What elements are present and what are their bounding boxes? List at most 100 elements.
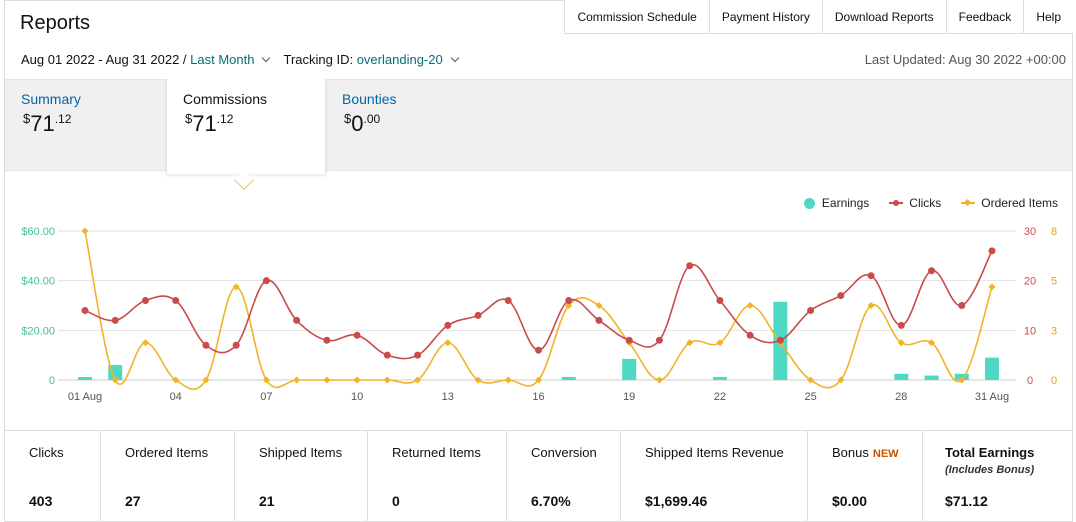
clicks-point: [414, 351, 422, 359]
clicks-point: [172, 297, 180, 305]
stat-returned-items: Returned Items 0: [368, 431, 507, 522]
ordered-items-point: [595, 301, 603, 310]
clicks-point: [474, 311, 482, 319]
y-axis-tick-label: $60.00: [21, 226, 55, 238]
chevron-down-icon[interactable]: [262, 53, 271, 63]
earnings-bar: [894, 373, 909, 380]
clicks-point: [686, 262, 694, 270]
ordered-items-point: [837, 376, 845, 384]
clicks-axis-tick-label: 20: [1024, 276, 1036, 288]
clicks-axis-tick-label: 0: [1027, 375, 1033, 387]
ordered-items-line-icon: [961, 198, 976, 208]
x-axis-tick-label: 01 Aug: [68, 391, 102, 403]
ordered-items-point: [807, 376, 815, 384]
ordered-items-point: [232, 283, 240, 291]
ordered-items-point: [746, 301, 754, 310]
y-axis-tick-label: $20.00: [21, 325, 55, 337]
clicks-point: [988, 247, 996, 255]
clicks-point: [383, 351, 391, 359]
tracking-id-dropdown[interactable]: overlanding-20: [356, 52, 443, 67]
earnings-bar: [985, 357, 999, 380]
ordered-items-point: [565, 301, 573, 310]
chevron-down-icon[interactable]: [450, 53, 459, 63]
x-axis-tick-label: 31 Aug: [975, 391, 1009, 403]
tab-summary-label: Summary: [21, 91, 81, 107]
tab-commissions[interactable]: Commissions $71.12: [166, 79, 326, 174]
ordered-items-point: [202, 376, 210, 384]
clicks-point: [565, 297, 573, 305]
clicks-point: [535, 346, 542, 354]
tab-bounties[interactable]: Bounties $0.00: [326, 79, 486, 171]
earnings-bar: [924, 375, 939, 380]
legend-earnings-label: Earnings: [821, 196, 870, 210]
ordered-items-point: [867, 301, 875, 310]
earnings-bar: [622, 358, 637, 380]
ordered-items-point: [716, 339, 724, 347]
ordered-items-point: [262, 376, 270, 384]
stat-bonus: Bonus NEW $0.00: [808, 431, 923, 522]
x-axis-tick-label: 25: [804, 391, 816, 403]
clicks-point: [232, 341, 240, 349]
date-range-text: Aug 01 2022 - Aug 31 2022 /: [21, 52, 187, 67]
ordered-items-point: [323, 376, 331, 384]
ordered-items-point: [474, 376, 482, 384]
filter-bar: Aug 01 2022 - Aug 31 2022 / Last Month T…: [21, 52, 472, 67]
help-button[interactable]: Help: [1023, 0, 1073, 34]
payment-history-button[interactable]: Payment History: [708, 0, 822, 34]
clicks-point: [655, 336, 663, 344]
clicks-point: [293, 316, 301, 324]
ordered-items-point: [81, 227, 89, 235]
clicks-point: [323, 336, 331, 344]
ordered-items-point: [383, 376, 391, 384]
ordered-items-point: [444, 339, 452, 347]
clicks-line-icon: [889, 198, 904, 208]
x-axis-tick-label: 04: [170, 391, 182, 403]
ordered-items-point: [111, 376, 119, 384]
ordered-items-point: [655, 376, 663, 384]
top-nav: Commission Schedule Payment History Down…: [564, 0, 1073, 34]
last-updated: Last Updated: Aug 30 2022 +00:00: [864, 52, 1066, 67]
date-preset-dropdown[interactable]: Last Month: [190, 52, 255, 67]
clicks-point: [867, 272, 875, 280]
legend-ordered-items[interactable]: Ordered Items: [961, 196, 1058, 210]
ordered-items-point: [141, 339, 150, 347]
clicks-point: [262, 277, 270, 285]
ordered-axis-tick-label: 8: [1051, 226, 1057, 238]
legend-clicks-label: Clicks: [909, 196, 942, 210]
x-axis-tick-label: 10: [351, 391, 363, 403]
tab-commissions-label: Commissions: [183, 91, 268, 107]
chart-legend: Earnings Clicks Ordered Items: [784, 196, 1058, 210]
stats-bar: Clicks 403 Ordered Items 27 Shipped Items 2…: [5, 430, 1072, 522]
stat-ordered-items: Ordered Items 27: [101, 431, 235, 522]
ordered-items-point: [897, 339, 905, 347]
ordered-items-point: [353, 376, 361, 384]
feedback-button[interactable]: Feedback: [945, 0, 1024, 34]
clicks-point: [141, 297, 149, 305]
new-badge: NEW: [872, 448, 899, 460]
ordered-items-point: [958, 376, 966, 384]
y-axis-tick-label: 0: [49, 375, 55, 387]
x-axis-tick-label: 22: [714, 391, 726, 403]
stat-total-earnings: Total Earnings (Includes Bonus) $71.12: [945, 445, 1035, 509]
earnings-bar: [561, 377, 576, 380]
earnings-dot-icon: [803, 197, 815, 209]
stat-conversion: Conversion 6.70%: [507, 431, 621, 522]
clicks-point: [958, 302, 966, 309]
ordered-items-point: [504, 376, 512, 384]
download-reports-button[interactable]: Download Reports: [821, 0, 946, 34]
tab-summary[interactable]: Summary $71.12: [5, 79, 166, 171]
x-axis-tick-label: 28: [895, 391, 907, 403]
clicks-point: [716, 297, 724, 305]
x-axis-tick-label: 19: [623, 391, 635, 403]
legend-earnings[interactable]: Earnings: [803, 196, 870, 210]
earnings-chart: $60.00 30 8$40.00 20 5$20.00 10 30 0 001 Aug 04 07…: [21, 226, 1057, 403]
commission-schedule-button[interactable]: Commission Schedule: [564, 0, 709, 34]
clicks-point: [202, 341, 210, 349]
clicks-point: [353, 331, 361, 339]
legend-clicks[interactable]: Clicks: [889, 196, 941, 210]
ordered-items-point: [293, 376, 301, 384]
legend-ordered-items-label: Ordered Items: [981, 196, 1058, 210]
y-axis-tick-label: $40.00: [21, 276, 55, 288]
ordered-axis-tick-label: 3: [1051, 325, 1057, 337]
ordered-items-line: [84, 230, 993, 390]
